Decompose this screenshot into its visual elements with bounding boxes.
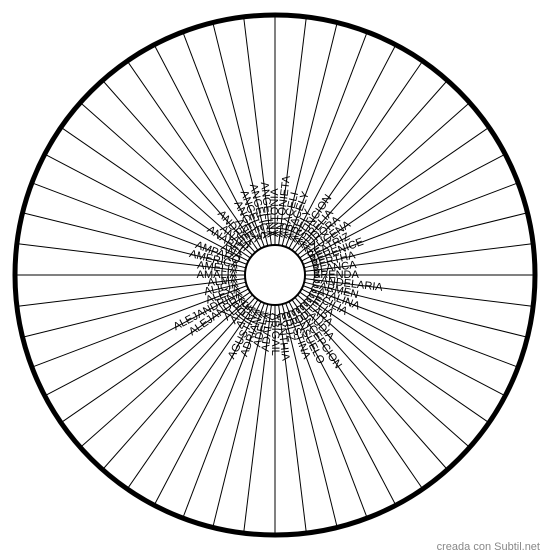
- wheel-inner-circle: [245, 245, 305, 305]
- wheel-diagram: ABIGAILADALIAADELAADRIANAAGUSTINAAIDAAID…: [0, 0, 550, 559]
- wheel-svg: ABIGAILADALIAADELAADRIANAAGUSTINAAIDAAID…: [0, 0, 550, 559]
- footer-credit: creada con Subtil.net: [437, 541, 540, 553]
